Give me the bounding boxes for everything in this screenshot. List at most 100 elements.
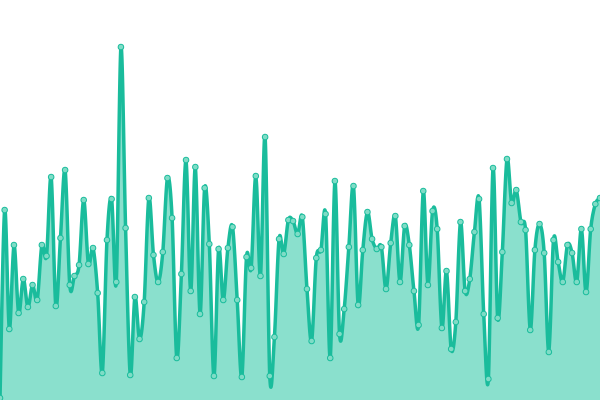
data-point (140, 298, 148, 306)
data-point (89, 244, 97, 252)
data-point (438, 324, 446, 332)
data-point (340, 305, 348, 313)
data-point (480, 310, 488, 318)
data-point (322, 210, 329, 218)
data-point (271, 333, 278, 341)
data-point (545, 348, 553, 356)
data-point (182, 156, 190, 164)
data-point (359, 246, 367, 254)
data-point (512, 186, 520, 194)
data-point (289, 217, 297, 225)
data-point (33, 296, 41, 304)
data-point (582, 288, 590, 296)
data-point (564, 241, 571, 249)
data-point (29, 281, 36, 289)
data-point (494, 314, 501, 322)
data-point (368, 235, 376, 243)
data-point (331, 177, 339, 185)
data-point (568, 249, 576, 257)
data-point (592, 200, 599, 208)
data-point (75, 261, 83, 269)
data-point (15, 309, 22, 317)
data-point (201, 184, 208, 192)
data-point (429, 207, 436, 215)
data-point (554, 258, 562, 266)
data-point (452, 318, 460, 326)
data-point (508, 199, 515, 207)
data-point (10, 241, 18, 249)
data-point (419, 187, 427, 195)
data-point (187, 287, 194, 295)
data-point (85, 260, 92, 268)
data-point (243, 253, 250, 261)
data-point (112, 278, 120, 286)
data-point (126, 371, 134, 379)
data-point (503, 155, 511, 163)
data-point (229, 223, 236, 231)
data-point (461, 287, 469, 295)
data-point (52, 302, 60, 310)
data-point (303, 285, 311, 293)
data-point (415, 321, 422, 329)
data-points (0, 43, 600, 400)
data-point (466, 275, 474, 283)
data-point (210, 372, 218, 380)
data-point (499, 248, 506, 256)
data-point (326, 354, 334, 362)
data-point (447, 345, 455, 353)
data-point (299, 213, 306, 221)
data-point (57, 234, 64, 242)
data-point (540, 249, 548, 257)
data-point (294, 230, 301, 238)
data-point (136, 335, 143, 343)
data-point (280, 250, 288, 258)
data-point (122, 224, 129, 232)
data-point (485, 375, 492, 383)
data-point (94, 289, 101, 297)
data-point (550, 236, 557, 244)
data-point (131, 293, 139, 301)
data-point (108, 195, 115, 203)
data-point (345, 243, 353, 251)
data-point (364, 208, 371, 216)
data-point (219, 296, 227, 304)
data-point (252, 172, 260, 180)
data-point (526, 326, 534, 334)
data-point (587, 225, 594, 233)
data-point (0, 394, 4, 400)
data-point (233, 296, 241, 304)
data-point (517, 218, 525, 226)
data-point (168, 214, 176, 222)
data-point (47, 173, 55, 181)
data-point (378, 243, 385, 251)
data-point (424, 281, 432, 289)
data-point (312, 254, 320, 262)
data-point (154, 278, 162, 286)
data-point (275, 235, 283, 243)
data-point (159, 248, 167, 256)
data-point (433, 225, 441, 233)
data-point (350, 182, 357, 190)
data-point (261, 133, 269, 141)
data-point (99, 369, 106, 377)
data-point (24, 303, 32, 311)
data-point (215, 245, 222, 253)
data-point (266, 372, 274, 380)
data-point (117, 43, 125, 51)
data-point (308, 337, 315, 345)
data-point (387, 239, 394, 247)
data-point (247, 264, 255, 272)
data-point (38, 241, 46, 249)
data-point (43, 252, 50, 260)
data-point (257, 272, 264, 280)
data-point (206, 240, 213, 248)
data-point (336, 330, 343, 338)
data-point (178, 270, 185, 278)
data-point (192, 163, 199, 171)
data-point (173, 354, 181, 362)
data-point (536, 220, 543, 228)
data-point (443, 267, 450, 275)
data-point (406, 241, 413, 249)
data-point (396, 278, 404, 286)
